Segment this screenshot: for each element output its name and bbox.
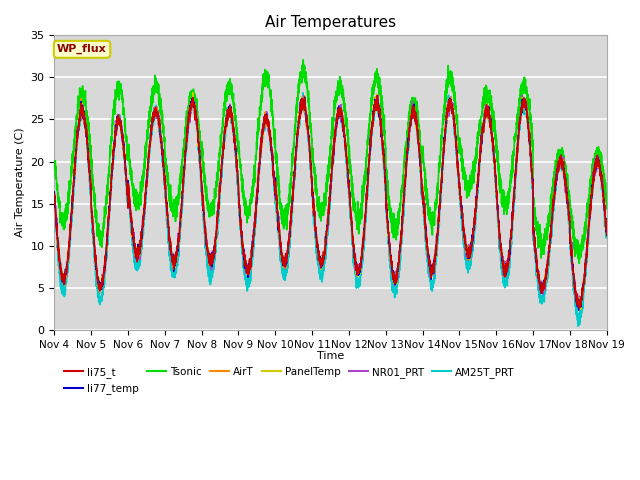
- Title: Air Temperatures: Air Temperatures: [265, 15, 396, 30]
- Text: WP_flux: WP_flux: [57, 44, 107, 54]
- Y-axis label: Air Temperature (C): Air Temperature (C): [15, 128, 25, 238]
- X-axis label: Time: Time: [317, 351, 344, 361]
- Legend: li75_t, li77_temp, Tsonic, AirT, PanelTemp, NR01_PRT, AM25T_PRT: li75_t, li77_temp, Tsonic, AirT, PanelTe…: [60, 363, 519, 398]
